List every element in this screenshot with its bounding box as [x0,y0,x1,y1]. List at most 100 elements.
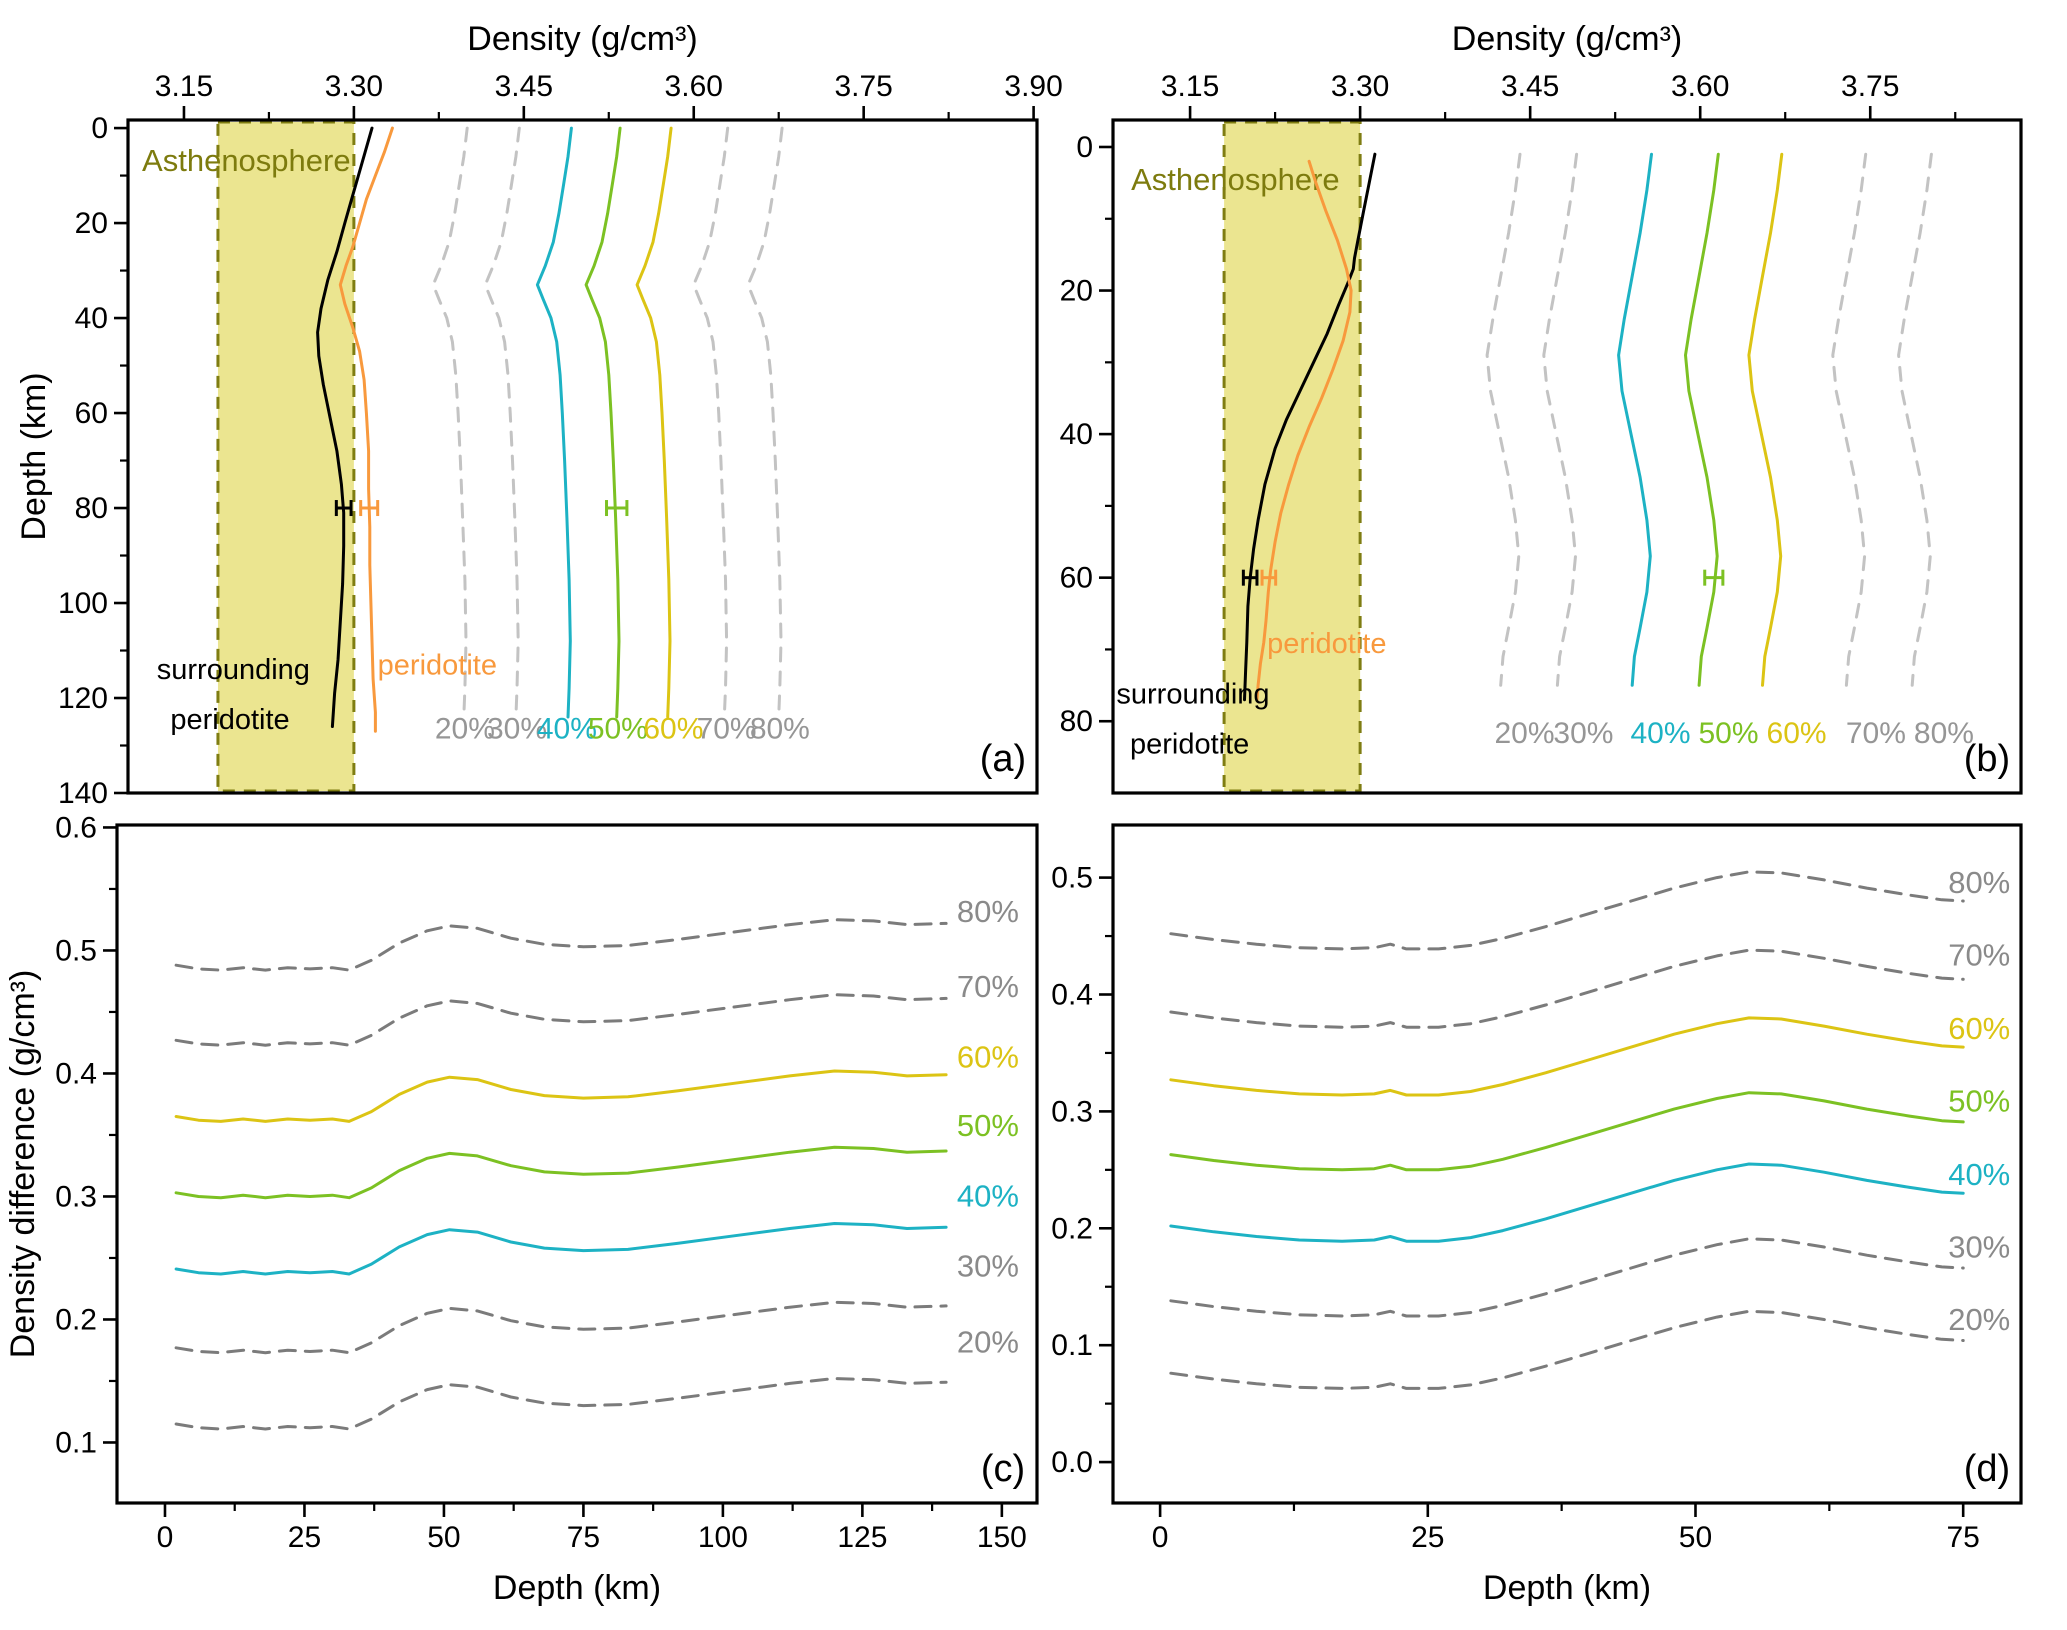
x-tick-label: 3.15 [1161,70,1219,103]
x-tick-label: 0 [157,1521,174,1554]
y-tick-label: 0.3 [55,1180,97,1213]
curve-a-60 [635,126,673,719]
annotation-a-80: 80% [750,712,810,745]
asthenosphere-band [216,120,356,793]
error-bar-a-black [334,500,353,517]
y-tick-label: 100 [58,587,108,620]
panel-d: 0 25 50 75 Depth (km) 0.0 0.1 0.2 0.3 0.4 0.5 80% 70… [1051,823,2023,1607]
x-tick-label: 3.75 [1841,70,1899,103]
curve-d-20 [1169,1309,1965,1390]
annotation-c-30: 30% [957,1248,1019,1283]
y-tick-label: 60 [75,397,108,430]
annotation-c-40: 40% [957,1178,1019,1213]
y-tick-label: 60 [1060,562,1093,595]
annotation-c-20: 20% [957,1325,1019,1360]
x-tick-label: 50 [427,1521,460,1554]
curve-b-peridotite [1255,159,1353,702]
y-tick-label: 0.2 [55,1303,97,1336]
curve-a-40 [535,126,573,719]
curve-b-20 [1485,152,1522,687]
y-tick-label: 0.0 [1051,1446,1093,1479]
curve-a-peridotite [338,126,394,733]
panel-tag-a: (a) [980,738,1026,780]
curve-b-70 [1831,152,1868,687]
curve-a-70 [692,126,730,719]
annotation-c-80: 80% [957,894,1019,929]
annotation-d-40: 40% [1948,1157,2010,1192]
x-axis-title: Density (g/cm³) [467,20,697,58]
error-bar-a-green [605,500,629,517]
annotation-a-50: 50% [588,712,648,745]
error-bar-b-black [1241,569,1259,586]
annotation-c-60: 60% [957,1039,1019,1074]
plot-frame [115,823,1039,1505]
annotation-b-20: 20% [1494,717,1554,750]
y-tick-label: 0 [1076,131,1093,164]
curve-c-50 [174,1145,948,1200]
x-tick-label: 75 [567,1521,600,1554]
annotation-c-50: 50% [957,1108,1019,1143]
y-tick-label: 0.1 [55,1426,97,1459]
panel-tag-b: (b) [1964,738,2010,780]
y-tick-label: 80 [75,492,108,525]
annotation-a-surrounding: surrounding [157,654,310,686]
x-tick-label: 3.30 [325,70,383,103]
annotation-b-surrounding: surrounding [1116,678,1269,710]
x-tick-label: 3.30 [1331,70,1389,103]
annotation-b-peridotite: peridotite [1267,628,1386,660]
asthenosphere-label: Asthenosphere [1131,162,1340,197]
annotation-a-20: 20% [435,712,495,745]
error-bar-b-green [1703,569,1725,586]
annotation-a-40: 40% [537,712,597,745]
x-tick-label: 100 [698,1521,748,1554]
y-tick-label: 0.4 [1051,979,1093,1012]
curve-d-30 [1169,1237,1965,1318]
x-axis-title: Depth (km) [1483,1569,1651,1607]
annotation-c-70: 70% [957,969,1019,1004]
annotation-d-30: 30% [1948,1230,2010,1265]
curve-d-60 [1169,1016,1965,1097]
y-axis-title: Depth (km) [15,372,53,540]
annotation-d-70: 70% [1948,937,2010,972]
y-axis-title: Density difference (g/cm³) [4,970,42,1359]
annotation-b-peridotite: peridotite [1130,729,1249,761]
annotation-b-70: 70% [1846,717,1906,750]
curve-b-80 [1897,152,1933,687]
y-tick-label: 40 [75,302,108,335]
y-tick-label: 20 [75,207,108,240]
annotation-d-60: 60% [1948,1011,2010,1046]
curve-b-40 [1617,152,1653,687]
curve-b-60 [1747,152,1784,687]
x-tick-label: 25 [1411,1521,1444,1554]
y-tick-label: 0.3 [1051,1095,1093,1128]
y-tick-label: 0 [91,112,108,145]
x-axis-title: Depth (km) [493,1569,661,1607]
y-tick-label: 140 [58,777,108,810]
panel-a: Asthenosphere 3.15 3.30 3.45 3.60 3.75 3.90 Den… [15,20,1063,810]
x-tick-label: 3.45 [1501,70,1559,103]
y-tick-label: 40 [1060,418,1093,451]
curve-a-80 [746,126,784,719]
panel-b: Asthenosphere 3.15 3.30 3.45 3.60 3.75 Density… [1060,20,2023,795]
annotation-b-50: 50% [1699,717,1759,750]
x-tick-label: 50 [1679,1521,1712,1554]
curve-a-surroundingperidotite [316,126,374,728]
y-tick-label: 20 [1060,275,1093,308]
curve-b-surroundingperidotite [1243,152,1377,702]
x-tick-label: 3.45 [495,70,553,103]
y-tick-label: 0.5 [1051,862,1093,895]
x-tick-label: 3.60 [1671,70,1729,103]
plot-frame [1111,823,2023,1505]
x-tick-label: 150 [977,1521,1027,1554]
x-tick-label: 3.15 [155,70,213,103]
y-tick-label: 120 [58,682,108,715]
annotation-b-40: 40% [1630,717,1690,750]
curve-b-30 [1542,152,1579,687]
curve-c-60 [174,1069,948,1123]
panel-c: 0 25 50 75 100 125 150 Depth (km) 0.1 0.2 0.3 0.4 0.… [4,811,1039,1607]
curve-d-40 [1169,1162,1965,1243]
x-axis-title: Density (g/cm³) [1452,20,1682,58]
curve-c-30 [174,1300,948,1355]
